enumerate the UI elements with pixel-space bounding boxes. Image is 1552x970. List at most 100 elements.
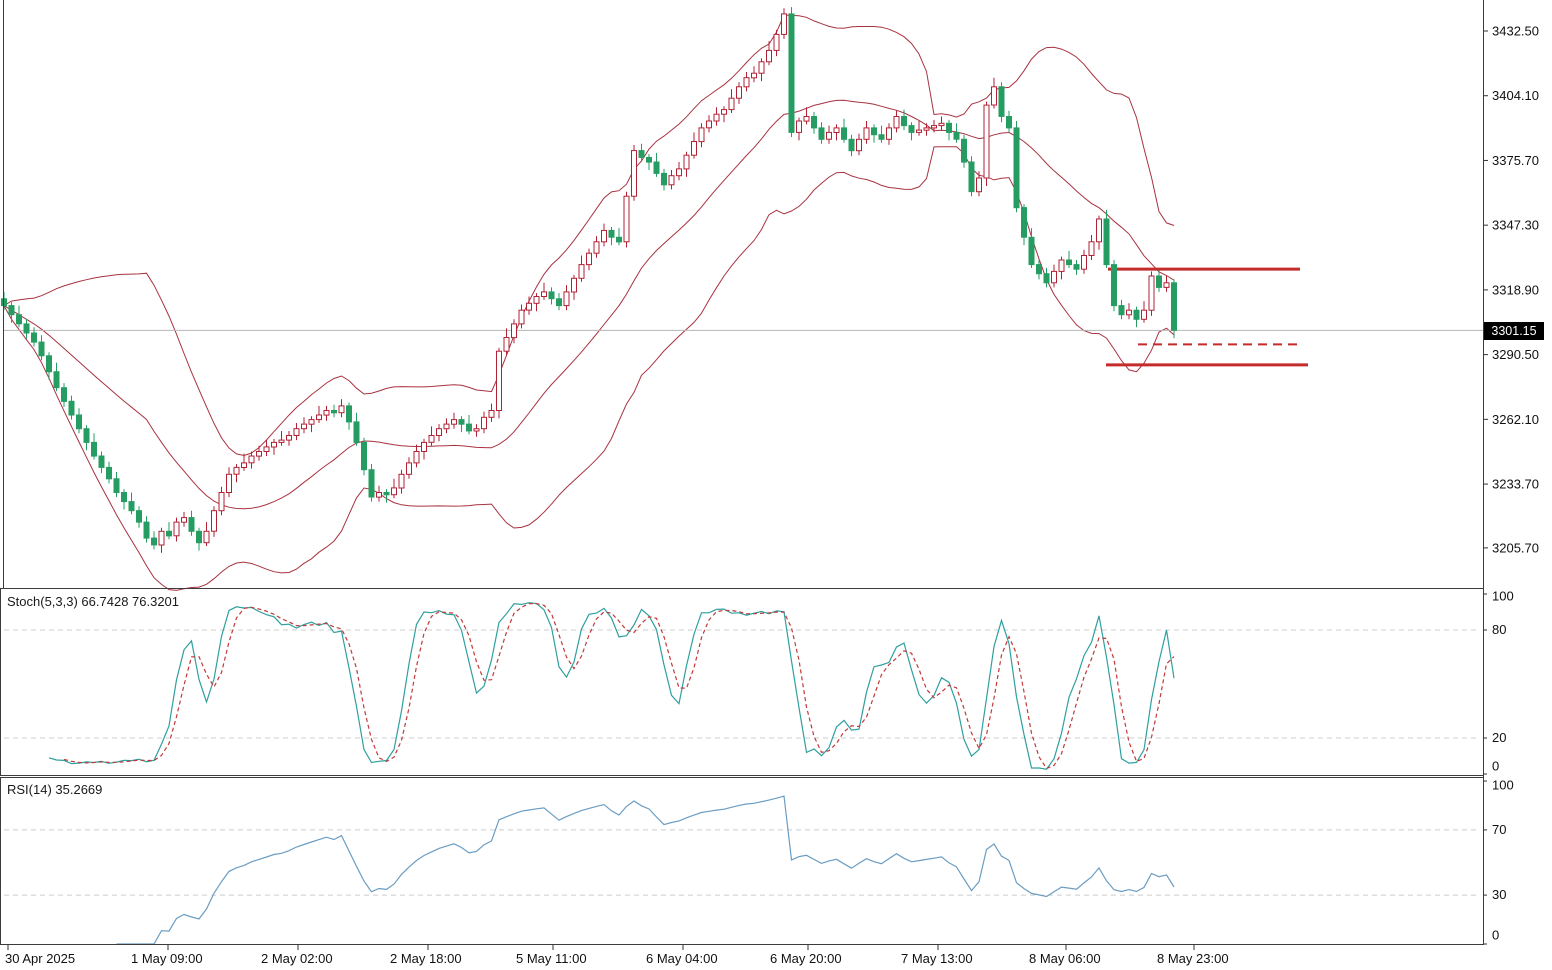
bull-candle	[533, 296, 540, 304]
bear-candle	[331, 410, 337, 414]
bull-candle	[256, 451, 262, 457]
bull-candle	[623, 195, 630, 243]
bear-candle	[61, 387, 67, 402]
bear-candle	[878, 134, 885, 140]
bear-candle	[1066, 259, 1072, 266]
bull-candle	[743, 77, 750, 88]
bull-candle	[428, 435, 435, 443]
bull-candle	[511, 323, 517, 339]
bear-candle	[143, 521, 150, 539]
bull-candle	[443, 423, 450, 430]
bull-candle	[211, 510, 217, 532]
bull-candle	[601, 229, 607, 243]
bull-candle	[586, 252, 592, 266]
bull-candle	[758, 61, 765, 74]
bear-candle	[616, 236, 622, 243]
panel-borders	[0, 0, 1484, 945]
bear-candle	[661, 172, 667, 186]
bear-candle	[653, 161, 660, 174]
price-axis-label: 3233.70	[1492, 477, 1539, 492]
bull-candle	[826, 131, 832, 140]
osc-axis-label: 0	[1492, 928, 1499, 943]
bear-candle	[128, 501, 135, 512]
bull-candle	[983, 104, 990, 179]
osc-axis-label: 70	[1492, 822, 1506, 837]
bear-candle	[1036, 264, 1042, 275]
bear-candle	[466, 423, 472, 432]
bull-candle	[706, 120, 712, 129]
bear-candle	[353, 421, 360, 443]
bull-candle	[631, 150, 637, 197]
bull-candle	[241, 462, 247, 468]
osc-axis-label: 100	[1492, 778, 1514, 793]
bull-candle	[338, 405, 345, 414]
support-resistance-lines[interactable]	[1106, 267, 1308, 367]
bear-candle	[188, 517, 195, 532]
bull-candle	[518, 309, 525, 325]
bull-candle	[301, 423, 307, 430]
bear-candle	[998, 86, 1005, 117]
bear-candle	[346, 405, 352, 423]
bull-candle	[496, 350, 502, 412]
bear-candle	[151, 537, 157, 546]
date-axis-label: 8 May 23:00	[1157, 951, 1229, 966]
bear-candle	[1073, 264, 1080, 270]
bear-candle	[1103, 218, 1110, 266]
price-axis-label: 3318.90	[1492, 282, 1539, 297]
bull-candle	[931, 125, 937, 129]
bull-candle	[391, 487, 397, 496]
bear-candle	[368, 469, 375, 498]
bear-candle	[38, 341, 45, 357]
bull-candle	[803, 116, 810, 122]
bull-candle	[1088, 241, 1095, 257]
bear-candle	[91, 441, 97, 457]
bull-candle	[698, 127, 705, 143]
bull-candle	[991, 86, 997, 106]
date-axis: 30 Apr 2025 1 May 09:00 2 May 02:00 2 May 1…	[5, 945, 1229, 966]
bear-candle	[1133, 309, 1140, 320]
bull-candle	[1126, 309, 1132, 316]
bear-candle	[68, 400, 75, 416]
bear-candle	[901, 116, 907, 127]
bull-candle	[578, 264, 585, 279]
bull-candle	[226, 473, 232, 493]
bull-candle	[308, 419, 315, 425]
bull-candle	[1163, 282, 1170, 288]
bear-candle	[811, 116, 817, 129]
candles-series	[1, 7, 1177, 553]
bear-candle	[953, 131, 960, 140]
price-axis: 3432.50 3404.10 3375.70 3347.30 3318.90 3290.…	[1483, 23, 1539, 555]
bear-candle	[106, 466, 112, 480]
bull-candle	[488, 410, 495, 418]
price-axis-label: 3347.30	[1492, 218, 1539, 233]
bull-candle	[571, 277, 577, 293]
osc-axis-label: 20	[1492, 730, 1506, 745]
price-axis-label: 3290.50	[1492, 347, 1539, 362]
bull-candle	[173, 521, 180, 537]
bull-candle	[1141, 309, 1147, 320]
bull-candle	[436, 428, 442, 437]
bear-candle	[946, 122, 952, 133]
bull-candle	[676, 168, 682, 177]
bull-candle	[263, 446, 270, 452]
bull-candle	[593, 241, 600, 254]
bull-candle	[451, 419, 457, 425]
bull-candle	[856, 138, 862, 152]
bull-candle	[158, 530, 165, 546]
bull-candle	[271, 441, 277, 448]
bear-candle	[646, 157, 652, 163]
bear-candle	[638, 150, 645, 158]
bear-candle	[608, 229, 615, 238]
rsi-axis: 100 70 30 0	[1483, 778, 1514, 945]
bull-candle	[248, 455, 255, 464]
bull-candle	[233, 466, 240, 475]
bull-candle	[316, 414, 322, 421]
osc-axis-label: 80	[1492, 622, 1506, 637]
bear-candle	[841, 127, 847, 140]
date-axis-label: 6 May 20:00	[770, 951, 842, 966]
bull-candle	[1058, 259, 1065, 272]
stoch-axis: 100 80 20 0	[1483, 589, 1514, 775]
bear-candle	[383, 492, 390, 496]
bull-candle	[976, 177, 982, 193]
